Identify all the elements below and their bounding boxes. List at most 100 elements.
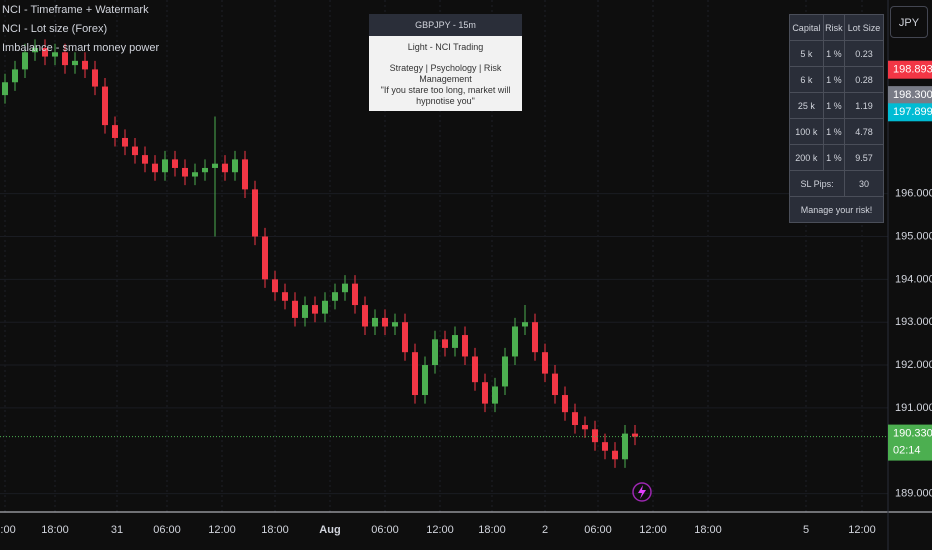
- countdown-label: 02:14: [893, 444, 921, 456]
- x-tick-label: 06:00: [153, 524, 181, 536]
- watermark-box: GBPJPY - 15m Light - NCI Trading Strateg…: [369, 14, 522, 111]
- candle-body: [292, 300, 298, 318]
- watermark-line: Strategy | Psychology | Risk Management: [389, 63, 502, 84]
- x-tick-label: 12:00: [848, 524, 876, 536]
- candle-body: [302, 305, 308, 318]
- th: Risk: [822, 14, 846, 41]
- x-tick-label: 5: [803, 524, 809, 536]
- cell: 1 %: [822, 66, 846, 93]
- watermark-line: "If you stare too long, market will hypn…: [380, 85, 511, 106]
- x-tick-label: 06:00: [584, 524, 612, 536]
- candle-body: [32, 47, 38, 53]
- candle-body: [222, 163, 228, 173]
- sl-value: 30: [844, 170, 884, 197]
- last-price-label: 190.330: [893, 427, 932, 439]
- table-footer: Manage your risk!: [789, 196, 884, 223]
- candle-body: [42, 47, 48, 57]
- candle-body: [322, 300, 328, 314]
- cell: 1 %: [822, 92, 846, 119]
- candle-body: [562, 395, 568, 413]
- candle-body: [62, 52, 68, 66]
- candle-body: [432, 339, 438, 366]
- indicator-label[interactable]: NCI - Timeframe + Watermark: [2, 4, 149, 16]
- candle-body: [262, 236, 268, 280]
- candle-body: [172, 159, 178, 168]
- y-tick-label: 191.000: [895, 402, 932, 414]
- candle-body: [372, 317, 378, 327]
- candle-body: [452, 335, 458, 348]
- indicator-label[interactable]: Imbalance - smart money power: [2, 42, 160, 54]
- cell: 0.23: [844, 40, 884, 67]
- candle-body: [622, 433, 628, 460]
- candle-body: [142, 155, 148, 164]
- price-label-box: [888, 103, 932, 122]
- x-tick-label: 18:00: [694, 524, 722, 536]
- candle-body: [202, 167, 208, 173]
- candle-body: [462, 335, 468, 357]
- candle-body: [522, 322, 528, 327]
- candle-body: [442, 339, 448, 348]
- y-tick-label: 194.000: [895, 273, 932, 285]
- candle-body: [542, 352, 548, 374]
- candle-body: [102, 86, 108, 126]
- th: Capital: [789, 14, 824, 41]
- cell: 1 %: [822, 40, 846, 67]
- y-tick-label: 196.000: [895, 188, 932, 200]
- currency-button[interactable]: JPY: [890, 6, 928, 38]
- cell: 1 %: [822, 118, 846, 145]
- candle-body: [482, 382, 488, 404]
- cell: 6 k: [789, 66, 824, 93]
- x-tick-label: 18:00: [41, 524, 69, 536]
- price-label-box: [888, 86, 932, 105]
- candle-body: [582, 425, 588, 430]
- x-tick-label: 18:00: [478, 524, 506, 536]
- candle-body: [212, 163, 218, 168]
- candle-body: [242, 159, 248, 190]
- candle-body: [472, 356, 478, 383]
- candle-body: [392, 322, 398, 327]
- x-tick-label: 31: [111, 524, 123, 536]
- cell: 9.57: [844, 144, 884, 171]
- cell: 200 k: [789, 144, 824, 171]
- x-tick-label: 12:00: [426, 524, 454, 536]
- candle-body: [412, 352, 418, 396]
- candle-body: [332, 292, 338, 301]
- cell: 4.78: [844, 118, 884, 145]
- cell: 0.28: [844, 66, 884, 93]
- watermark-body: Light - NCI Trading Strategy | Psycholog…: [369, 36, 522, 111]
- candle-body: [422, 365, 428, 396]
- candle-body: [92, 69, 98, 87]
- indicator-label[interactable]: NCI - Lot size (Forex): [2, 23, 108, 35]
- candle-body: [132, 146, 138, 156]
- candle-body: [272, 279, 278, 293]
- th: Lot Size: [844, 14, 884, 41]
- x-tick-label: 12:00: [639, 524, 667, 536]
- cell: 1.19: [844, 92, 884, 119]
- candle-body: [82, 60, 88, 70]
- candle-body: [612, 450, 618, 460]
- watermark-line: Light - NCI Trading: [407, 42, 484, 52]
- event-icon: [632, 482, 652, 502]
- cell: 100 k: [789, 118, 824, 145]
- x-tick-label: 18:00: [261, 524, 289, 536]
- candle-body: [492, 386, 498, 404]
- candle-body: [12, 69, 18, 83]
- candle-body: [72, 60, 78, 66]
- candle-body: [252, 189, 258, 237]
- candle-body: [572, 412, 578, 426]
- candle-body: [232, 159, 238, 173]
- candle-body: [342, 283, 348, 293]
- sl-label: SL Pips:: [788, 170, 846, 197]
- candle-body: [162, 159, 168, 173]
- candle-body: [282, 292, 288, 301]
- last-price-box: [888, 424, 932, 461]
- candle-body: [402, 322, 408, 353]
- y-tick-label: 189.000: [895, 487, 932, 499]
- candle-body: [112, 125, 118, 138]
- cell: 25 k: [789, 92, 824, 119]
- price-label-box: [888, 60, 932, 79]
- candle-body: [52, 52, 58, 57]
